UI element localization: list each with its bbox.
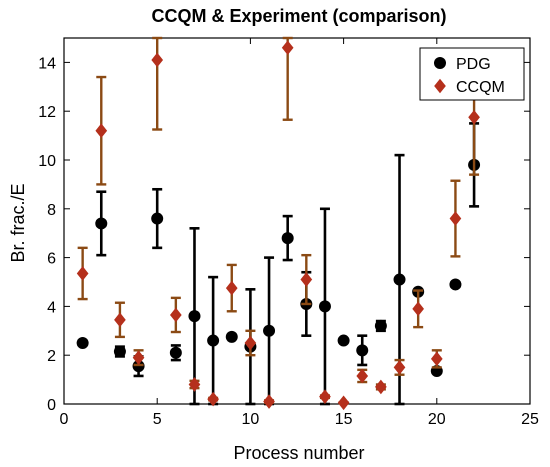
x-tick-label: 5 [153,411,162,428]
ccqm-point [151,52,164,68]
ccqm-point [95,123,108,139]
pdg-point [318,300,331,313]
y-axis-label: Br. frac./E [8,183,28,262]
ccqm-point [114,312,126,328]
legend-pdg-marker [434,57,446,69]
ccqm-point [356,368,369,384]
y-tick-label: 6 [47,251,56,268]
ccqm-point [76,266,89,281]
pdg-point [151,212,164,225]
pdg-point [113,345,126,358]
pdg-point [356,344,369,357]
y-tick-label: 14 [38,55,56,72]
x-tick-label: 10 [242,411,260,428]
pdg-point [449,278,462,291]
pdg-point [169,346,182,359]
y-tick-label: 4 [47,299,56,316]
ccqm-point [169,307,182,323]
chart-title: CCQM & Experiment (comparison) [151,6,446,26]
ccqm-point [412,301,425,317]
x-tick-label: 15 [335,411,353,428]
ccqm-point [430,351,443,367]
ccqm-point [449,211,462,226]
pdg-point [263,324,276,337]
y-tick-label: 0 [47,397,56,414]
ccqm-point [207,391,219,407]
pdg-point [225,330,238,343]
x-tick-label: 25 [521,411,539,428]
x-tick-label: 0 [60,411,69,428]
pdg-point [393,273,406,286]
legend-box [419,47,525,101]
x-axis-label: Process number [233,443,364,463]
y-tick-label: 8 [47,202,56,219]
pdg-point [337,334,350,347]
legend-pdg-label: PDG [456,56,491,73]
plot-area: 0 5 10 15 20 25 0 2 4 6 8 10 12 14 [38,36,539,428]
plot-frame [63,37,531,405]
pdg-point [76,337,89,349]
pdg-point [132,360,145,373]
ccqm-point [300,272,313,287]
pdg-point [188,310,201,323]
ccqm-point [393,360,406,375]
ccqm-point [319,389,331,404]
pdg-point [207,334,220,347]
pdg-point [281,232,294,245]
pdg-point [95,217,108,230]
ccqm-point [263,394,275,409]
y-tick-label: 2 [47,348,56,365]
ccqm-point [468,109,480,125]
ccqm-point [188,377,201,392]
y-tick-label: 10 [38,153,56,170]
pdg-point [374,319,387,332]
ccqm-point [337,395,350,411]
ccqm-point [225,280,238,296]
y-tick-label: 12 [38,104,56,121]
legend: PDG CCQM [419,47,525,101]
legend-ccqm-marker [434,78,446,94]
ccqm-point [244,335,257,351]
legend-ccqm-label: CCQM [456,79,505,96]
x-tick-label: 20 [428,411,446,428]
ccqm-point [375,379,387,395]
ccqm-point [281,40,294,56]
ccqm-point [132,350,145,365]
